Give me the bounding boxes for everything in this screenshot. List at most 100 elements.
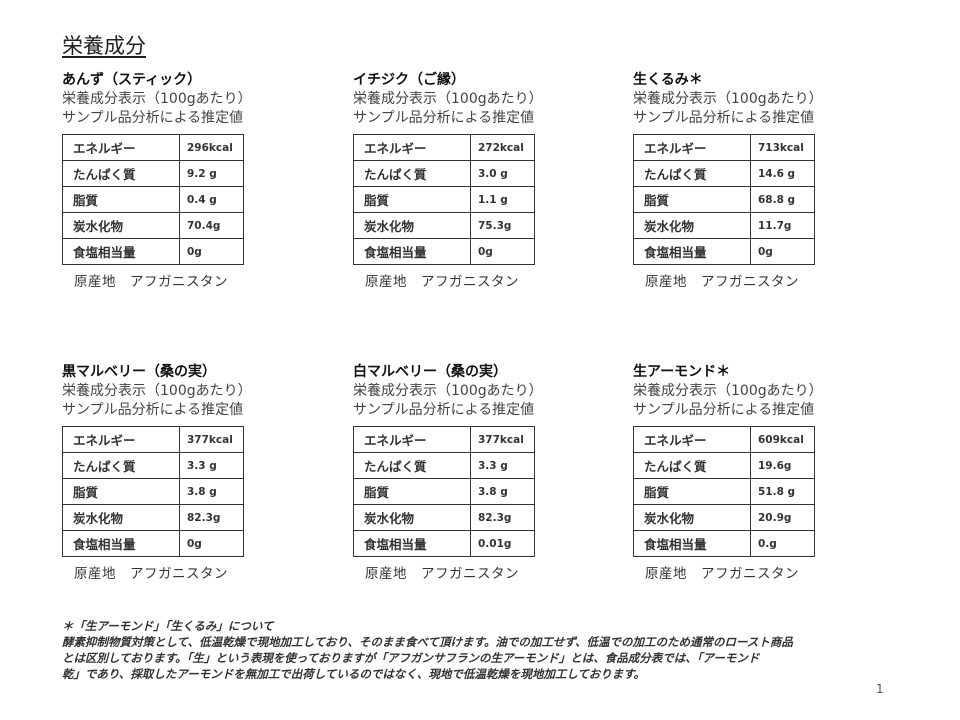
nutrition-subtitle: 栄養成分表示（100gあたり） [353, 383, 543, 399]
nutrient-value: 3.3 g [179, 452, 244, 479]
product-nutrition-block: 生くるみ＊ 栄養成分表示（100gあたり） サンプル品分析による推定値 エネルギ… [633, 70, 873, 290]
nutrition-row: 炭水化物 82.3g [62, 504, 244, 531]
nutrient-label: 脂質 [62, 478, 180, 505]
nutrition-row: たんぱく質 3.3 g [353, 452, 535, 479]
nutrition-table: エネルギー 272kcal たんぱく質 3.0 g 脂質 1.1 g 炭水化物 75.3g 食塩… [353, 134, 535, 265]
estimate-note: サンプル品分析による推定値 [62, 402, 244, 418]
nutrition-row: 炭水化物 20.9g [633, 504, 815, 531]
nutrition-table: エネルギー 609kcal たんぱく質 19.6g 脂質 51.8 g 炭水化物 20.9g 食… [633, 426, 815, 557]
nutrient-value: 19.6g [750, 452, 815, 479]
nutrition-row: 食塩相当量 0.01g [353, 530, 535, 557]
nutrition-row: 炭水化物 70.4g [62, 212, 244, 239]
nutrition-table: エネルギー 296kcal たんぱく質 9.2 g 脂質 0.4 g 炭水化物 70.4g 食塩… [62, 134, 244, 265]
nutrient-value: 3.8 g [179, 478, 244, 505]
nutrient-label: 脂質 [353, 478, 471, 505]
origin-text: 原産地 アフガニスタン [365, 274, 519, 290]
nutrient-label: 炭水化物 [633, 212, 751, 239]
product-name: あんず（スティック） [62, 72, 202, 88]
nutrient-value: 296kcal [179, 134, 244, 161]
nutrient-value: 9.2 g [179, 160, 244, 187]
nutrition-table: エネルギー 713kcal たんぱく質 14.6 g 脂質 68.8 g 炭水化物 11.7g… [633, 134, 815, 265]
nutrient-value: 3.8 g [470, 478, 535, 505]
nutrient-value: 0g [179, 238, 244, 265]
nutrient-label: エネルギー [62, 426, 180, 453]
nutrition-row: 食塩相当量 0g [62, 238, 244, 265]
origin-text: 原産地 アフガニスタン [645, 566, 799, 582]
nutrient-label: たんぱく質 [353, 160, 471, 187]
product-nutrition-block: 白マルベリー（桑の実） 栄養成分表示（100gあたり） サンプル品分析による推定… [353, 362, 593, 582]
nutrition-row: たんぱく質 3.3 g [62, 452, 244, 479]
nutrient-label: 食塩相当量 [62, 530, 180, 557]
footnote-heading: ＊「生アーモンド」「生くるみ」について [62, 619, 274, 633]
estimate-note: サンプル品分析による推定値 [62, 110, 244, 126]
nutrient-value: 0.4 g [179, 186, 244, 213]
nutrition-row: 脂質 1.1 g [353, 186, 535, 213]
nutrient-value: 1.1 g [470, 186, 535, 213]
origin-text: 原産地 アフガニスタン [365, 566, 519, 582]
nutrient-label: たんぱく質 [62, 160, 180, 187]
page-title: 栄養成分 [62, 34, 146, 58]
estimate-note: サンプル品分析による推定値 [353, 402, 535, 418]
nutrient-value: 377kcal [179, 426, 244, 453]
nutrition-row: たんぱく質 3.0 g [353, 160, 535, 187]
product-name: イチジク（ご縁） [353, 72, 465, 88]
nutrient-label: 食塩相当量 [633, 530, 751, 557]
nutrition-row: 食塩相当量 0g [633, 238, 815, 265]
page-number: 1 [876, 682, 884, 696]
nutrition-row: エネルギー 713kcal [633, 134, 815, 161]
nutrient-label: エネルギー [62, 134, 180, 161]
nutrient-value: 0.01g [470, 530, 535, 557]
nutrient-value: 0.g [750, 530, 815, 557]
nutrition-row: エネルギー 272kcal [353, 134, 535, 161]
product-nutrition-block: 黒マルベリー（桑の実） 栄養成分表示（100gあたり） サンプル品分析による推定… [62, 362, 302, 582]
nutrient-label: たんぱく質 [353, 452, 471, 479]
nutrition-row: 脂質 0.4 g [62, 186, 244, 213]
nutrient-value: 0g [179, 530, 244, 557]
nutrition-row: エネルギー 296kcal [62, 134, 244, 161]
nutrient-value: 82.3g [470, 504, 535, 531]
nutrition-subtitle: 栄養成分表示（100gあたり） [633, 91, 823, 107]
nutrition-row: 食塩相当量 0g [353, 238, 535, 265]
nutrient-label: 脂質 [633, 478, 751, 505]
nutrient-label: 炭水化物 [353, 212, 471, 239]
nutrient-label: 脂質 [633, 186, 751, 213]
nutrient-label: たんぱく質 [633, 160, 751, 187]
nutrient-label: エネルギー [353, 134, 471, 161]
nutrition-table: エネルギー 377kcal たんぱく質 3.3 g 脂質 3.8 g 炭水化物 82.3g 食塩… [62, 426, 244, 557]
product-name: 生くるみ＊ [633, 72, 703, 88]
nutrient-label: 炭水化物 [62, 504, 180, 531]
estimate-note: サンプル品分析による推定値 [633, 402, 815, 418]
nutrition-row: 食塩相当量 0g [62, 530, 244, 557]
nutrient-value: 75.3g [470, 212, 535, 239]
nutrition-row: エネルギー 377kcal [62, 426, 244, 453]
nutrient-value: 3.0 g [470, 160, 535, 187]
nutrient-value: 11.7g [750, 212, 815, 239]
footnote: ＊「生アーモンド」「生くるみ」について 酵素抑制物質対策として、低温乾燥で現地加… [62, 618, 922, 682]
footnote-line: 酵素抑制物質対策として、低温乾燥で現地加工しており、そのまま食べて頂けます。油で… [62, 635, 793, 649]
nutrition-row: たんぱく質 14.6 g [633, 160, 815, 187]
nutrient-label: エネルギー [353, 426, 471, 453]
nutrient-value: 3.3 g [470, 452, 535, 479]
nutrition-subtitle: 栄養成分表示（100gあたり） [633, 383, 823, 399]
origin-text: 原産地 アフガニスタン [74, 566, 228, 582]
nutrient-label: 食塩相当量 [62, 238, 180, 265]
nutrition-row: 脂質 68.8 g [633, 186, 815, 213]
nutrient-value: 377kcal [470, 426, 535, 453]
nutrition-row: たんぱく質 9.2 g [62, 160, 244, 187]
nutrition-row: 脂質 3.8 g [353, 478, 535, 505]
nutrition-subtitle: 栄養成分表示（100gあたり） [62, 91, 252, 107]
nutrient-label: 脂質 [353, 186, 471, 213]
nutrition-row: 食塩相当量 0.g [633, 530, 815, 557]
nutrition-row: 炭水化物 82.3g [353, 504, 535, 531]
product-name: 黒マルベリー（桑の実） [62, 364, 216, 380]
estimate-note: サンプル品分析による推定値 [353, 110, 535, 126]
nutrition-row: エネルギー 377kcal [353, 426, 535, 453]
nutrient-value: 51.8 g [750, 478, 815, 505]
nutrition-table: エネルギー 377kcal たんぱく質 3.3 g 脂質 3.8 g 炭水化物 82.3g 食塩… [353, 426, 535, 557]
nutrient-value: 82.3g [179, 504, 244, 531]
nutrient-value: 609kcal [750, 426, 815, 453]
nutrient-label: たんぱく質 [633, 452, 751, 479]
product-name: 白マルベリー（桑の実） [353, 364, 507, 380]
nutrient-value: 68.8 g [750, 186, 815, 213]
nutrient-value: 0g [470, 238, 535, 265]
